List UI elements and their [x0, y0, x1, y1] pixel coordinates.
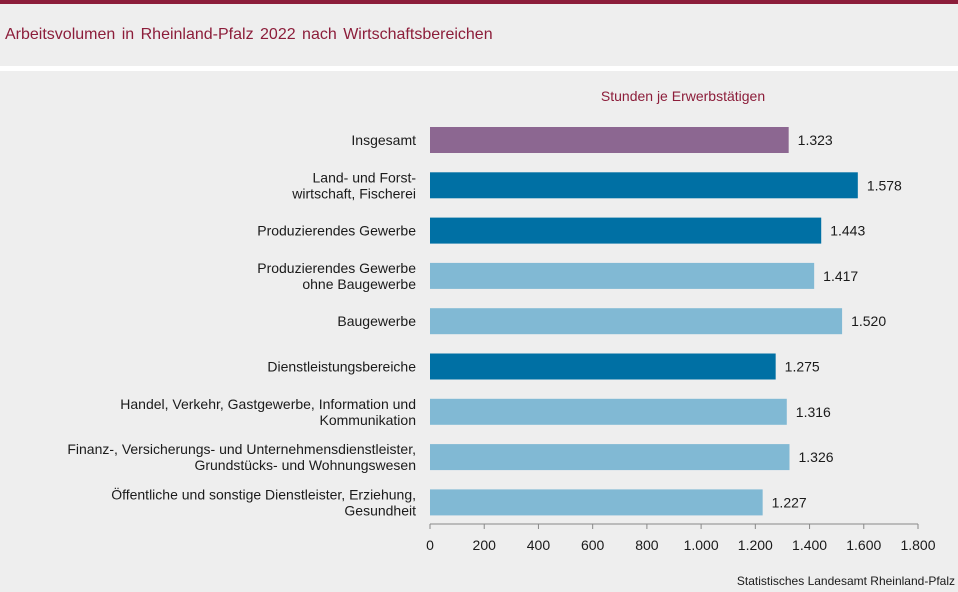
x-tick-label-4: 800	[635, 537, 659, 553]
category-label-line: Handel, Verkehr, Gastgewerbe, Informatio…	[120, 396, 416, 412]
value-label-0: 1.323	[798, 132, 833, 148]
value-label-6: 1.316	[796, 404, 831, 420]
bar-chart: Stunden je Erwerbstätigen 1.323 Insgesamt 1…	[67, 88, 935, 553]
x-tick-label-3: 600	[581, 537, 605, 553]
bar-0	[430, 127, 789, 153]
value-label-2: 1.443	[830, 223, 865, 239]
category-label-line: Baugewerbe	[337, 313, 416, 329]
x-tick-label-8: 1.600	[846, 537, 881, 553]
category-label-line: Produzierendes Gewerbe	[257, 223, 416, 239]
x-tick-label-7: 1.400	[792, 537, 827, 553]
category-label-line: Grundstücks- und Wohnungswesen	[194, 457, 416, 473]
category-label-line: Kommunikation	[320, 412, 417, 428]
category-label-line: wirtschaft, Fischerei	[291, 185, 416, 201]
header: Arbeitsvolumen in Rheinland-Pfalz 2022 n…	[0, 4, 958, 71]
value-label-4: 1.520	[851, 313, 886, 329]
category-label-3: Produzierendes Gewerbe ohne Baugewerbe	[257, 260, 416, 292]
category-label-line: ohne Baugewerbe	[302, 276, 416, 292]
x-tick-label-0: 0	[426, 537, 434, 553]
x-tick-label-9: 1.800	[900, 537, 935, 553]
value-label-7: 1.326	[798, 449, 833, 465]
category-label-line: Produzierendes Gewerbe	[257, 260, 416, 276]
category-label-line: Insgesamt	[351, 132, 416, 148]
bar-5	[430, 353, 776, 380]
bar-6	[430, 398, 787, 425]
category-label-line: Dienstleistungsbereiche	[267, 359, 416, 375]
category-label-line: Finanz-, Versicherungs- und Unternehmens…	[67, 441, 416, 457]
source-note: Statistisches Landesamt Rheinland-Pfalz	[736, 574, 955, 588]
category-label-4: Baugewerbe	[337, 313, 416, 329]
category-label-line: Öffentliche und sonstige Dienstleister, …	[111, 485, 416, 502]
category-label-7: Finanz-, Versicherungs- und Unternehmens…	[67, 441, 416, 473]
x-tick-label-6: 1.200	[738, 537, 773, 553]
chart-title: Arbeitsvolumen in Rheinland-Pfalz 2022 n…	[5, 26, 493, 43]
category-label-line: Gesundheit	[344, 502, 416, 518]
series-label: Stunden je Erwerbstätigen	[601, 88, 765, 104]
bar-2	[430, 217, 822, 244]
category-label-0: Insgesamt	[351, 132, 416, 148]
x-tick-label-2: 400	[527, 537, 551, 553]
value-label-3: 1.417	[823, 268, 858, 284]
chart-area: Stunden je Erwerbstätigen 1.323 Insgesamt 1…	[0, 71, 958, 592]
bar-3	[430, 262, 815, 289]
bar-8	[430, 489, 763, 516]
value-label-5: 1.275	[785, 359, 820, 375]
x-tick-label-1: 200	[473, 537, 497, 553]
value-label-8: 1.227	[772, 494, 807, 510]
x-tick-label-5: 1.000	[684, 537, 719, 553]
category-label-1: Land- und Forst-wirtschaft, Fischerei	[291, 169, 416, 201]
value-label-1: 1.578	[867, 177, 902, 193]
category-label-2: Produzierendes Gewerbe	[257, 223, 416, 239]
bar-4	[430, 308, 843, 335]
category-label-5: Dienstleistungsbereiche	[267, 359, 416, 375]
category-label-8: Öffentliche und sonstige Dienstleister, …	[111, 485, 416, 518]
category-label-line: Land- und Forst-	[313, 169, 417, 185]
top-accent-bar	[0, 0, 958, 4]
bar-7	[430, 444, 790, 471]
bar-1	[430, 172, 858, 199]
category-label-6: Handel, Verkehr, Gastgewerbe, Informatio…	[120, 396, 416, 428]
